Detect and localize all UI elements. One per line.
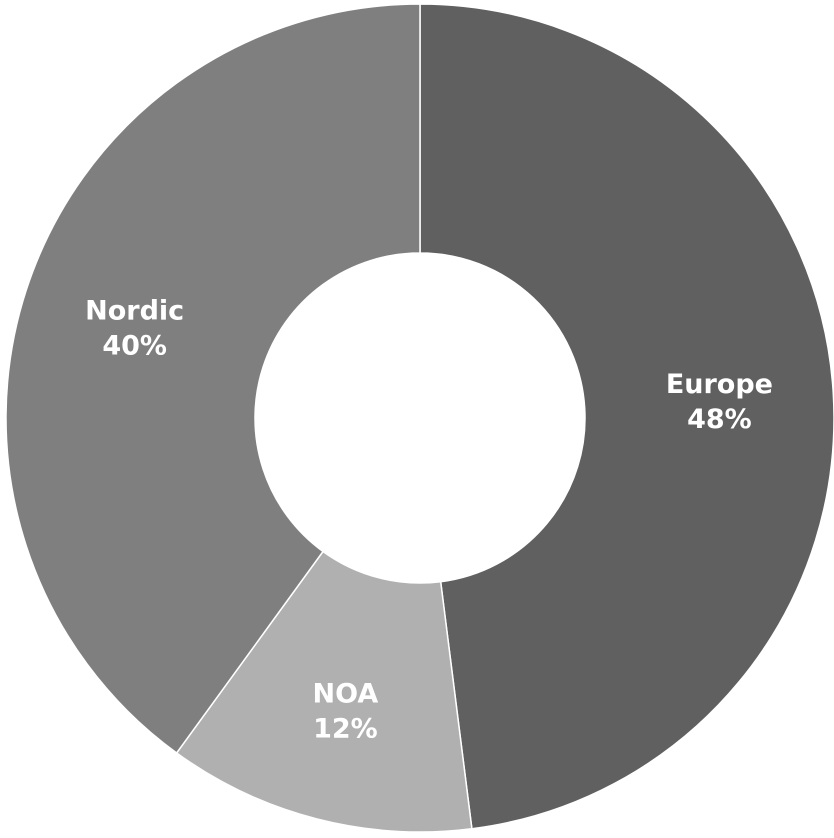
slice-value-noa: 12% — [313, 714, 378, 745]
donut-labels: Europe 48% NOA 12% Nordic 40% — [85, 295, 773, 744]
slice-label-noa: NOA 12% — [313, 679, 379, 745]
slice-category-europe: Europe — [666, 369, 773, 400]
slice-label-nordic: Nordic 40% — [85, 295, 184, 361]
slice-europe — [419, 3, 834, 830]
slice-category-nordic: Nordic — [85, 295, 184, 326]
slice-value-europe: 48% — [687, 404, 752, 435]
slice-noa — [175, 550, 473, 833]
slice-label-europe: Europe 48% — [666, 369, 773, 435]
donut-slices — [5, 3, 834, 833]
slice-value-nordic: 40% — [102, 330, 167, 361]
slice-nordic — [5, 3, 421, 754]
slice-category-noa: NOA — [313, 679, 379, 710]
